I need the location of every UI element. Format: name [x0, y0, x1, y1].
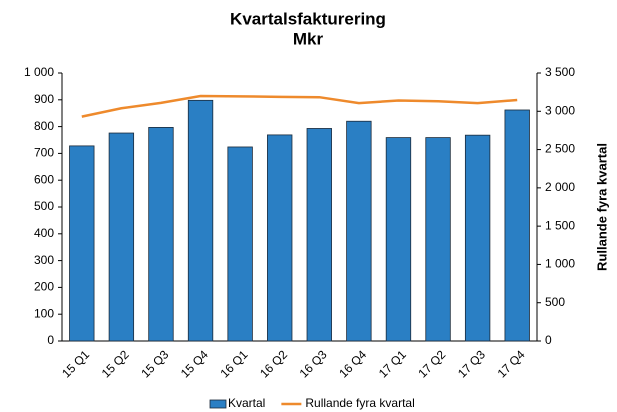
bar: [306, 128, 332, 342]
x-tick-label: 15 Q1: [59, 347, 92, 380]
bar: [385, 137, 412, 342]
y-tick-label: 100: [34, 306, 54, 320]
y-tick-label: 700: [34, 146, 54, 160]
x-tick-label: 16 Q4: [336, 347, 369, 380]
y-tick-label: 200: [34, 280, 54, 294]
x-tick-label: 15 Q4: [178, 347, 211, 380]
x-tick-label: 17 Q3: [455, 347, 488, 380]
line: [81, 94, 518, 118]
y2-axis-label: Rullande fyra kvartal: [594, 143, 609, 271]
y2-tick-label: 500: [545, 295, 565, 309]
bar: [148, 127, 174, 342]
y2-tick-label: 2 000: [545, 180, 575, 194]
legend-swatch: [209, 399, 227, 409]
legend-label: Kvartal: [228, 396, 265, 410]
x-tick-label: 16 Q1: [217, 347, 250, 380]
chart-title: Kvartalsfakturering: [230, 9, 386, 28]
y2-tick-label: 1 500: [545, 218, 575, 232]
y-tick-label: 400: [34, 226, 54, 240]
x-tick-label: 16 Q3: [297, 347, 330, 380]
y2-tick-label: 1 000: [545, 257, 575, 271]
bar: [227, 146, 253, 342]
x-tick-label: 17 Q2: [415, 347, 448, 380]
y-tick-label: 500: [34, 199, 54, 213]
bar: [69, 145, 95, 342]
y2-tick-label: 0: [545, 333, 552, 347]
legend-label: Rullande fyra kvartal: [305, 396, 414, 410]
bar: [504, 109, 530, 342]
bar: [464, 134, 491, 342]
x-tick-label: 15 Q2: [99, 347, 132, 380]
x-tick-label: 15 Q3: [138, 347, 171, 380]
y2-tick-label: 3 500: [545, 65, 575, 79]
x-tick-label: 17 Q4: [495, 347, 528, 380]
y-tick-label: 1 000: [24, 65, 54, 79]
x-tick-label: 16 Q2: [257, 347, 290, 380]
bar: [187, 99, 214, 342]
y-tick-label: 600: [34, 172, 54, 186]
bar: [267, 134, 293, 342]
bar: [346, 120, 372, 342]
y-tick-label: 300: [34, 253, 54, 267]
y2-tick-label: 3 000: [545, 103, 575, 117]
y-tick-label: 0: [47, 333, 54, 347]
bar: [425, 137, 451, 342]
y-tick-label: 800: [34, 119, 54, 133]
chart-subtitle: Mkr: [293, 29, 324, 48]
x-tick-label: 17 Q1: [376, 347, 409, 380]
bar: [108, 132, 135, 342]
y-tick-label: 900: [34, 92, 54, 106]
y2-tick-label: 2 500: [545, 142, 575, 156]
